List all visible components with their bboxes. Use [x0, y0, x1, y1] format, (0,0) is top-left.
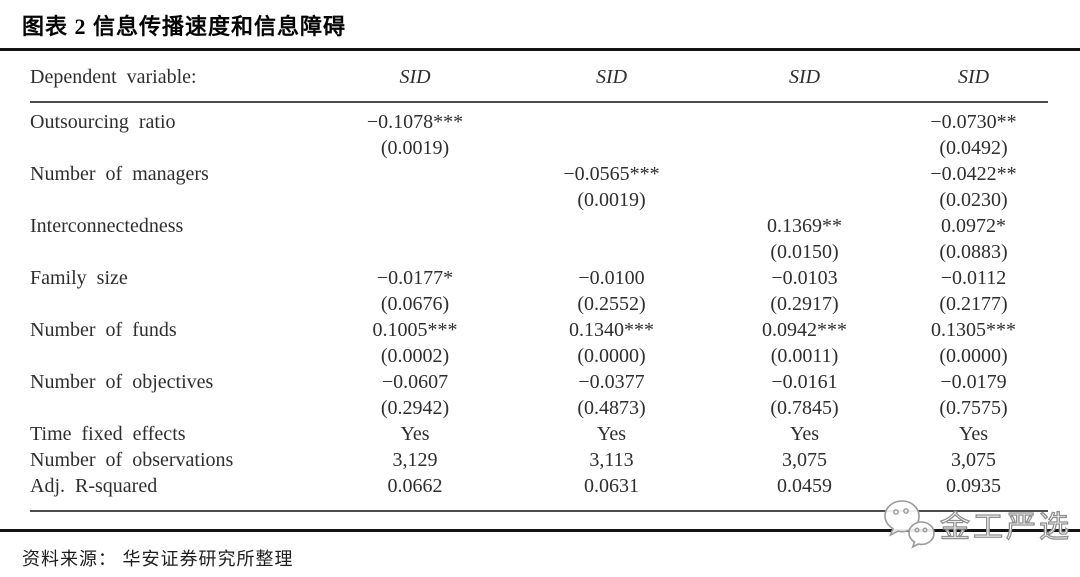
- stat-label: Adj. R-squared: [30, 473, 317, 512]
- coefficient-cell: 0.1369**: [767, 215, 842, 237]
- variable-label: Interconnectedness: [30, 215, 184, 237]
- coefficient-cell: [513, 102, 710, 135]
- pvalue-cell: (0.7575): [939, 397, 1008, 419]
- coefficient-cell: [317, 213, 513, 239]
- pvalue-cell: (0.0676): [380, 293, 450, 315]
- pvalue-cell: (0.2942): [380, 397, 450, 419]
- variable-label: Number of objectives: [30, 371, 214, 393]
- pvalue-cell: (0.0002): [380, 345, 450, 367]
- coefficient-cell: −0.0730**: [930, 111, 1017, 133]
- table-body: Outsourcing ratio −0.1078*** −0.0730** (0.0…: [30, 102, 1048, 512]
- pvalue-cell: (0.0492): [939, 137, 1008, 159]
- stat-value-cell: 0.0631: [513, 473, 710, 512]
- coefficient-cell: [317, 161, 513, 187]
- coefficient-cell: [710, 102, 899, 135]
- stat-value-cell: Yes: [400, 423, 430, 445]
- variable-label: Family size: [30, 267, 128, 289]
- pvalue-cell: (0.0230): [939, 189, 1008, 211]
- variable-label: Outsourcing ratio: [30, 111, 176, 133]
- stat-value-cell: 3,129: [392, 449, 438, 471]
- header-dependent-variable: Dependent variable:: [30, 51, 317, 103]
- coefficient-cell: −0.0179: [940, 371, 1007, 393]
- coefficient-row: Outsourcing ratio −0.1078*** −0.0730**: [30, 102, 1048, 135]
- pvalue-cell: (0.7845): [770, 397, 839, 419]
- pvalue-cell: (0.0000): [939, 345, 1008, 367]
- pvalue-row: (0.0002) (0.0000) (0.0011) (0.0000): [30, 343, 1048, 369]
- coefficient-row: Number of funds 0.1005*** 0.1340*** 0.0942*…: [30, 317, 1048, 343]
- pvalue-cell: (0.0883): [939, 241, 1008, 263]
- coefficient-cell: 0.0972*: [941, 215, 1006, 237]
- table-header: Dependent variable: SID SID SID SID: [30, 51, 1048, 103]
- variable-label: Number of managers: [30, 163, 209, 185]
- coefficient-cell: [513, 213, 710, 239]
- pvalue-cell: [710, 187, 899, 213]
- coefficient-cell: 0.0942***: [762, 319, 847, 341]
- stat-row: Number of observations 3,129 3,113 3,075 3,0…: [30, 447, 1048, 473]
- stat-label: Number of observations: [30, 449, 234, 471]
- header-column-sid-4: SID: [899, 51, 1048, 103]
- stat-value-cell: 3,113: [589, 449, 634, 471]
- coefficient-cell: −0.0177*: [376, 267, 454, 289]
- coefficient-cell: −0.0377: [578, 371, 645, 393]
- variable-label: Number of funds: [30, 319, 177, 341]
- top-rule: [0, 48, 1080, 51]
- bottom-rule: [0, 529, 1080, 532]
- pvalue-cell: (0.4873): [577, 397, 646, 419]
- stat-value-cell: 3,075: [782, 449, 827, 471]
- coefficient-row: Number of managers −0.0565*** −0.0422**: [30, 161, 1048, 187]
- pvalue-row: (0.0150) (0.0883): [30, 239, 1048, 265]
- header-row: Dependent variable: SID SID SID SID: [30, 51, 1048, 103]
- pvalue-cell: (0.2177): [939, 293, 1008, 315]
- pvalue-cell: (0.0019): [577, 189, 646, 211]
- coefficient-cell: −0.0103: [771, 267, 838, 289]
- coefficient-cell: −0.0100: [578, 267, 645, 289]
- header-column-sid-2: SID: [513, 51, 710, 103]
- pvalue-cell: (0.0011): [770, 345, 839, 367]
- pvalue-cell: [317, 187, 513, 213]
- pvalue-cell: [513, 239, 710, 265]
- regression-table: Dependent variable: SID SID SID SID Outs…: [30, 51, 1048, 512]
- coefficient-cell: −0.0607: [381, 371, 449, 393]
- coefficient-row: Family size −0.0177* −0.0100 −0.0103 −0.0112: [30, 265, 1048, 291]
- coefficient-cell: −0.1078***: [366, 111, 464, 133]
- pvalue-cell: (0.0150): [770, 241, 839, 263]
- pvalue-cell: (0.0000): [577, 345, 646, 367]
- coefficient-cell: −0.0422**: [930, 163, 1017, 185]
- stat-value-cell: 0.0459: [710, 473, 899, 512]
- pvalue-cell: [513, 135, 710, 161]
- coefficient-cell: 0.1340***: [569, 319, 654, 341]
- watermark-text: 金工严选: [940, 511, 1072, 544]
- header-column-sid-1: SID: [317, 51, 513, 103]
- stat-value-cell: Yes: [958, 423, 989, 445]
- header-column-sid-3: SID: [710, 51, 899, 103]
- stat-row: Time fixed effects Yes Yes Yes Yes: [30, 421, 1048, 447]
- pvalue-cell: [317, 239, 513, 265]
- coefficient-cell: [710, 161, 899, 187]
- coefficient-cell: 0.1305***: [931, 319, 1016, 341]
- report-figure-page: 图表 2 信息传播速度和信息障碍 Dependent variable: SID…: [0, 9, 1080, 577]
- pvalue-row: (0.2942) (0.4873) (0.7845) (0.7575): [30, 395, 1048, 421]
- pvalue-row: (0.0019) (0.0492): [30, 135, 1048, 161]
- pvalue-cell: (0.2552): [577, 293, 646, 315]
- pvalue-cell: (0.2917): [770, 293, 839, 315]
- coefficient-row: Interconnectedness 0.1369** 0.0972*: [30, 213, 1048, 239]
- stat-row: Adj. R-squared 0.0662 0.0631 0.0459 0.0935: [30, 473, 1048, 512]
- coefficient-cell: −0.0161: [771, 371, 838, 393]
- pvalue-row: (0.0676) (0.2552) (0.2917) (0.2177): [30, 291, 1048, 317]
- stat-label: Time fixed effects: [30, 423, 186, 445]
- stat-value-cell: 0.0935: [899, 473, 1048, 512]
- stat-value-cell: Yes: [596, 423, 627, 445]
- coefficient-cell: −0.0112: [940, 267, 1007, 289]
- pvalue-row: (0.0019) (0.0230): [30, 187, 1048, 213]
- coefficient-row: Number of objectives −0.0607 −0.0377 −0.016…: [30, 369, 1048, 395]
- stat-value-cell: 0.0662: [317, 473, 513, 512]
- pvalue-cell: [710, 135, 899, 161]
- coefficient-cell: 0.1005***: [372, 319, 458, 341]
- stat-value-cell: Yes: [789, 423, 820, 445]
- pvalue-cell: (0.0019): [380, 137, 450, 159]
- source-note: 资料来源： 华安证券研究所整理: [22, 549, 294, 569]
- figure-title: 图表 2 信息传播速度和信息障碍: [22, 14, 347, 39]
- stat-value-cell: 3,075: [951, 449, 996, 471]
- coefficient-cell: −0.0565***: [563, 163, 660, 185]
